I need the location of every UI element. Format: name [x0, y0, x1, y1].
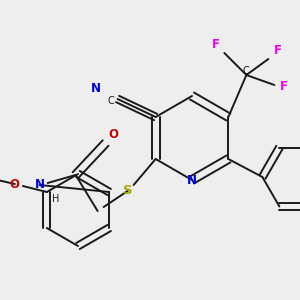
Text: C: C	[107, 96, 114, 106]
Text: C: C	[243, 66, 250, 76]
Text: F: F	[212, 38, 220, 52]
Text: S: S	[123, 184, 132, 197]
Text: N: N	[91, 82, 100, 95]
Text: N: N	[187, 173, 197, 187]
Text: F: F	[274, 44, 282, 58]
Text: O: O	[109, 128, 118, 142]
Text: H: H	[52, 194, 59, 204]
Text: O: O	[10, 178, 20, 190]
Text: F: F	[280, 80, 288, 94]
Text: N: N	[34, 178, 45, 191]
